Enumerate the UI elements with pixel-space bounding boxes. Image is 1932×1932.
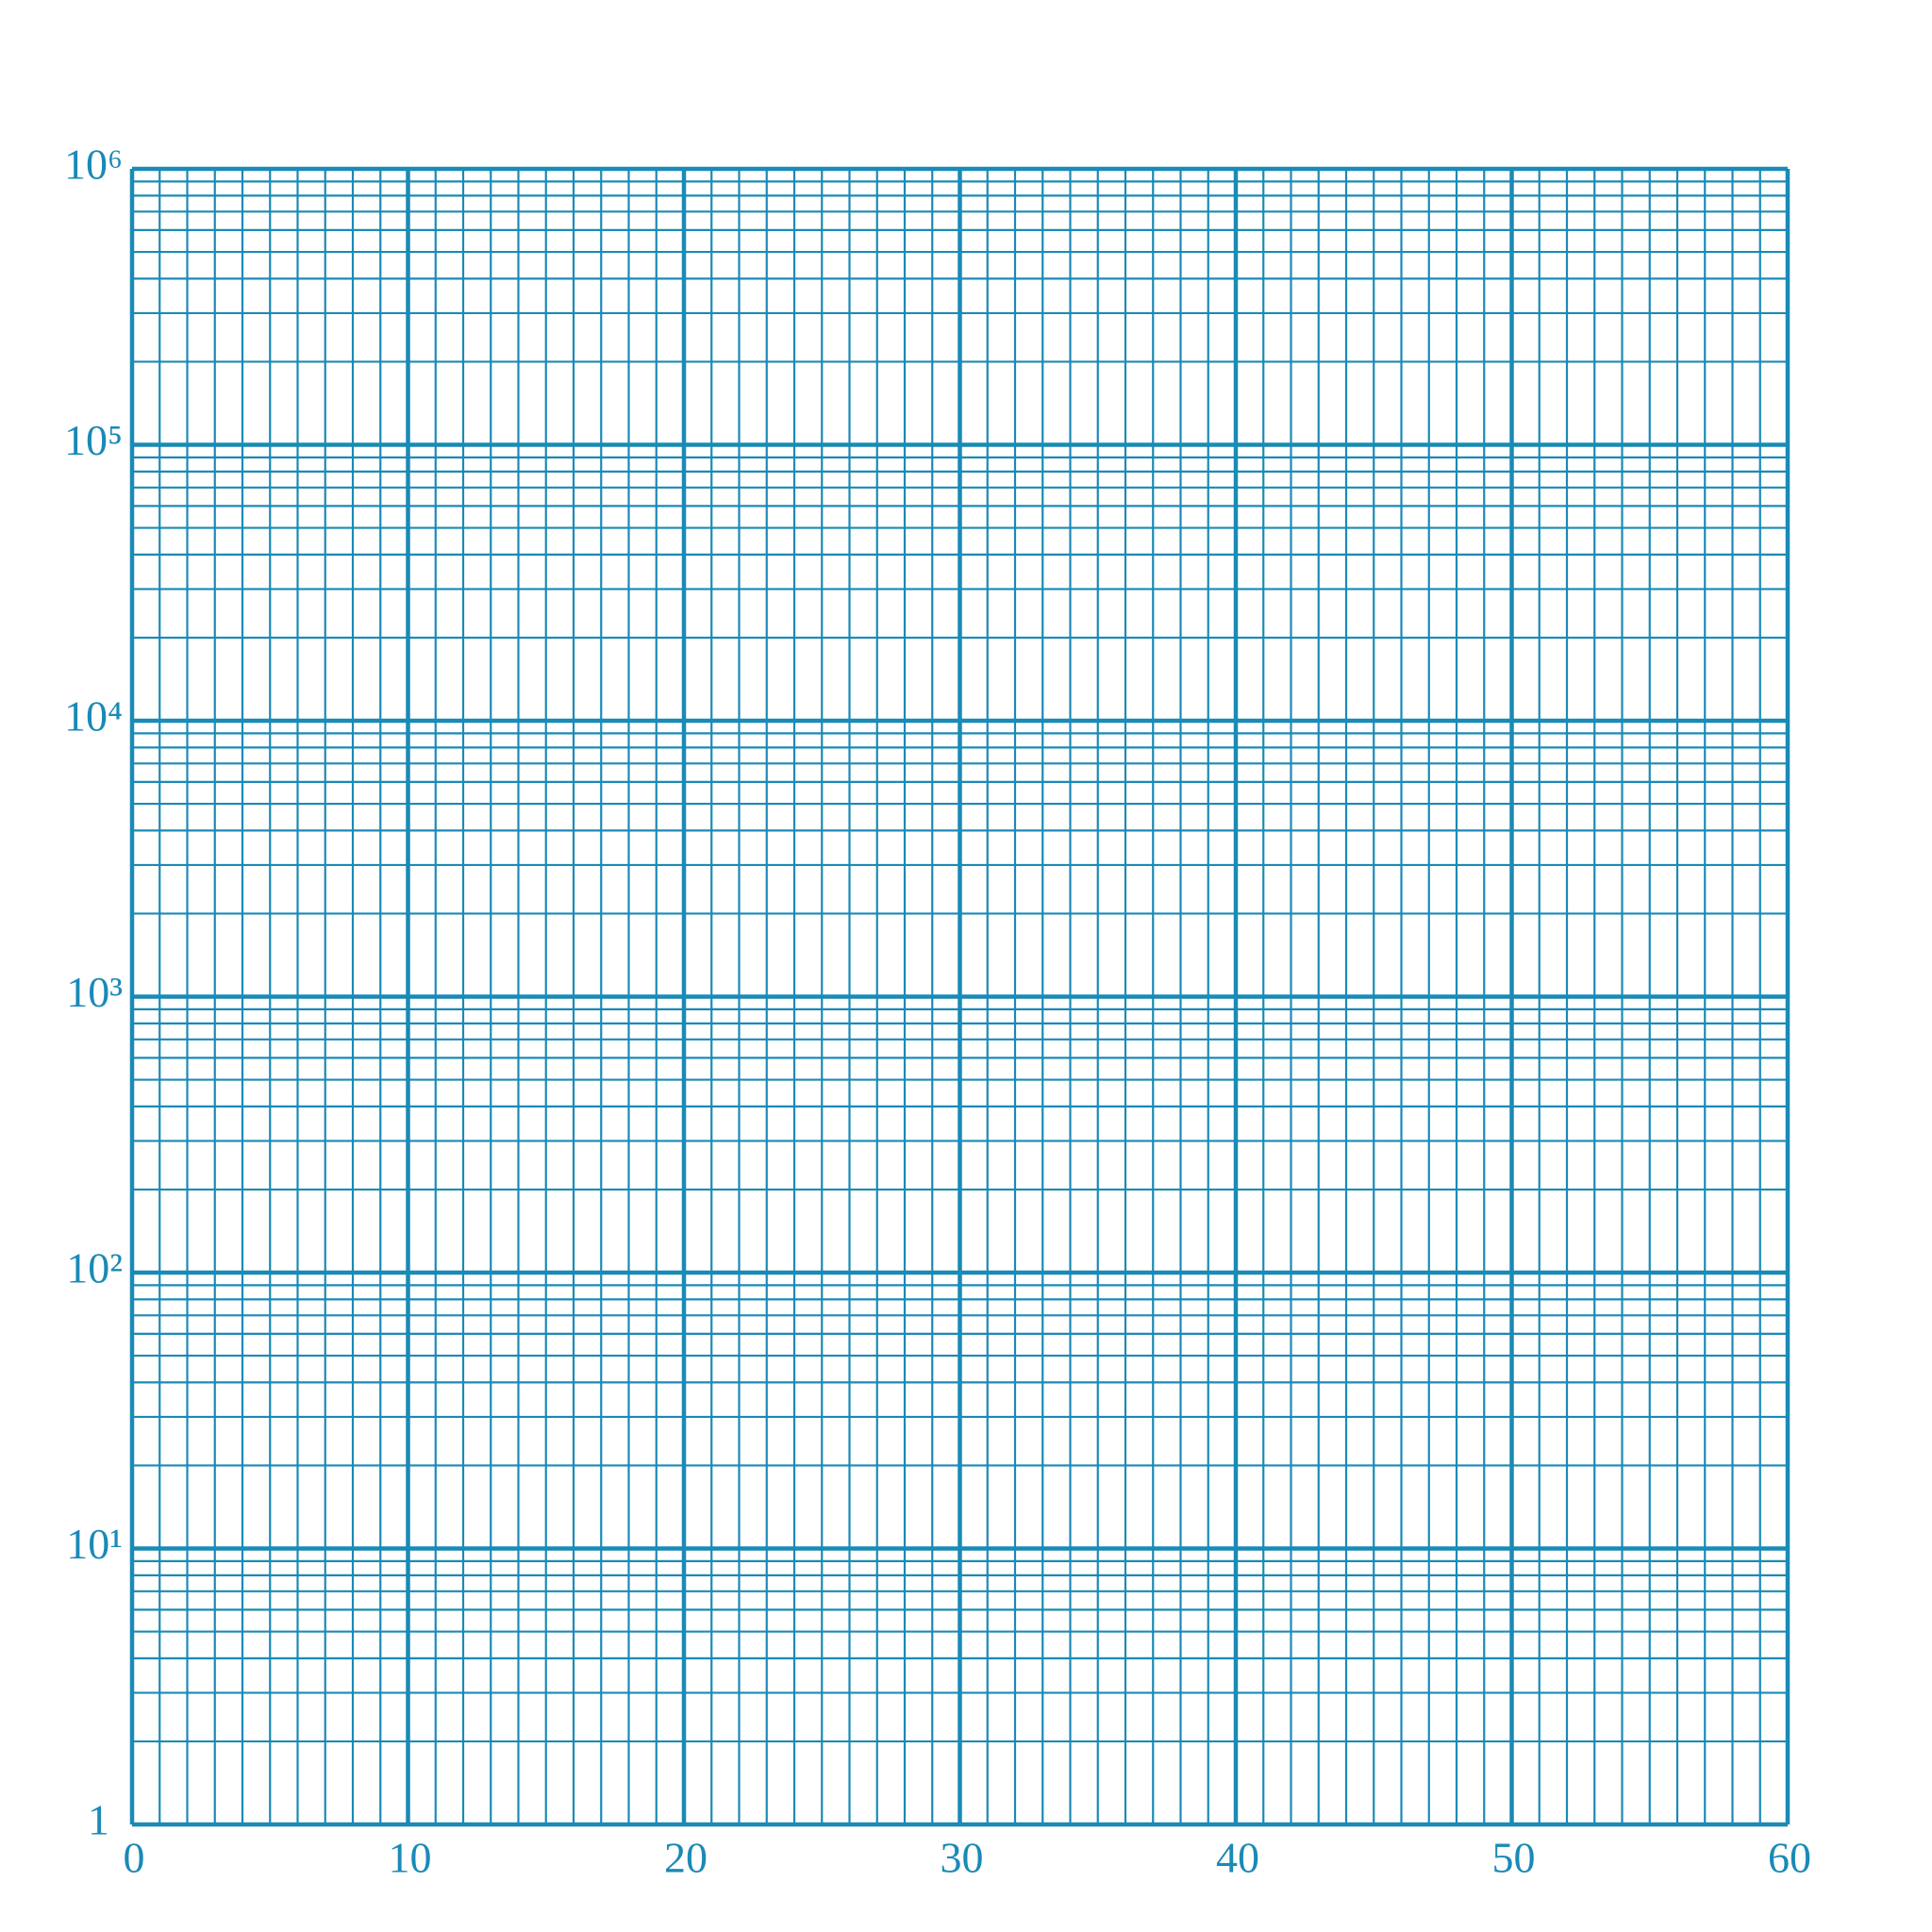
x-tick-label: 60 xyxy=(1768,1834,1811,1882)
y-tick-label: 10³ xyxy=(66,968,123,1016)
y-tick-label: 10² xyxy=(66,1244,123,1292)
tick-labels: 0 10 20 30 40 50 60 1 10¹ 10² 10³ 10⁴ 10⁵ 10⁶ xyxy=(64,141,1811,1882)
y-tick-label: 10⁴ xyxy=(64,692,123,741)
x-tick-label: 30 xyxy=(941,1834,984,1882)
y-tick-label: 10⁶ xyxy=(64,141,123,189)
major-grid xyxy=(129,166,1790,1827)
y-tick-label: 10⁵ xyxy=(64,416,123,464)
y-tick-label: 1 xyxy=(88,1796,109,1844)
x-tick-label: 40 xyxy=(1216,1834,1259,1882)
x-tick-label: 10 xyxy=(389,1834,432,1882)
x-tick-label: 0 xyxy=(124,1834,145,1882)
y-tick-label: 10¹ xyxy=(66,1520,123,1568)
x-tick-label: 50 xyxy=(1492,1834,1536,1882)
x-tick-label: 20 xyxy=(664,1834,708,1882)
